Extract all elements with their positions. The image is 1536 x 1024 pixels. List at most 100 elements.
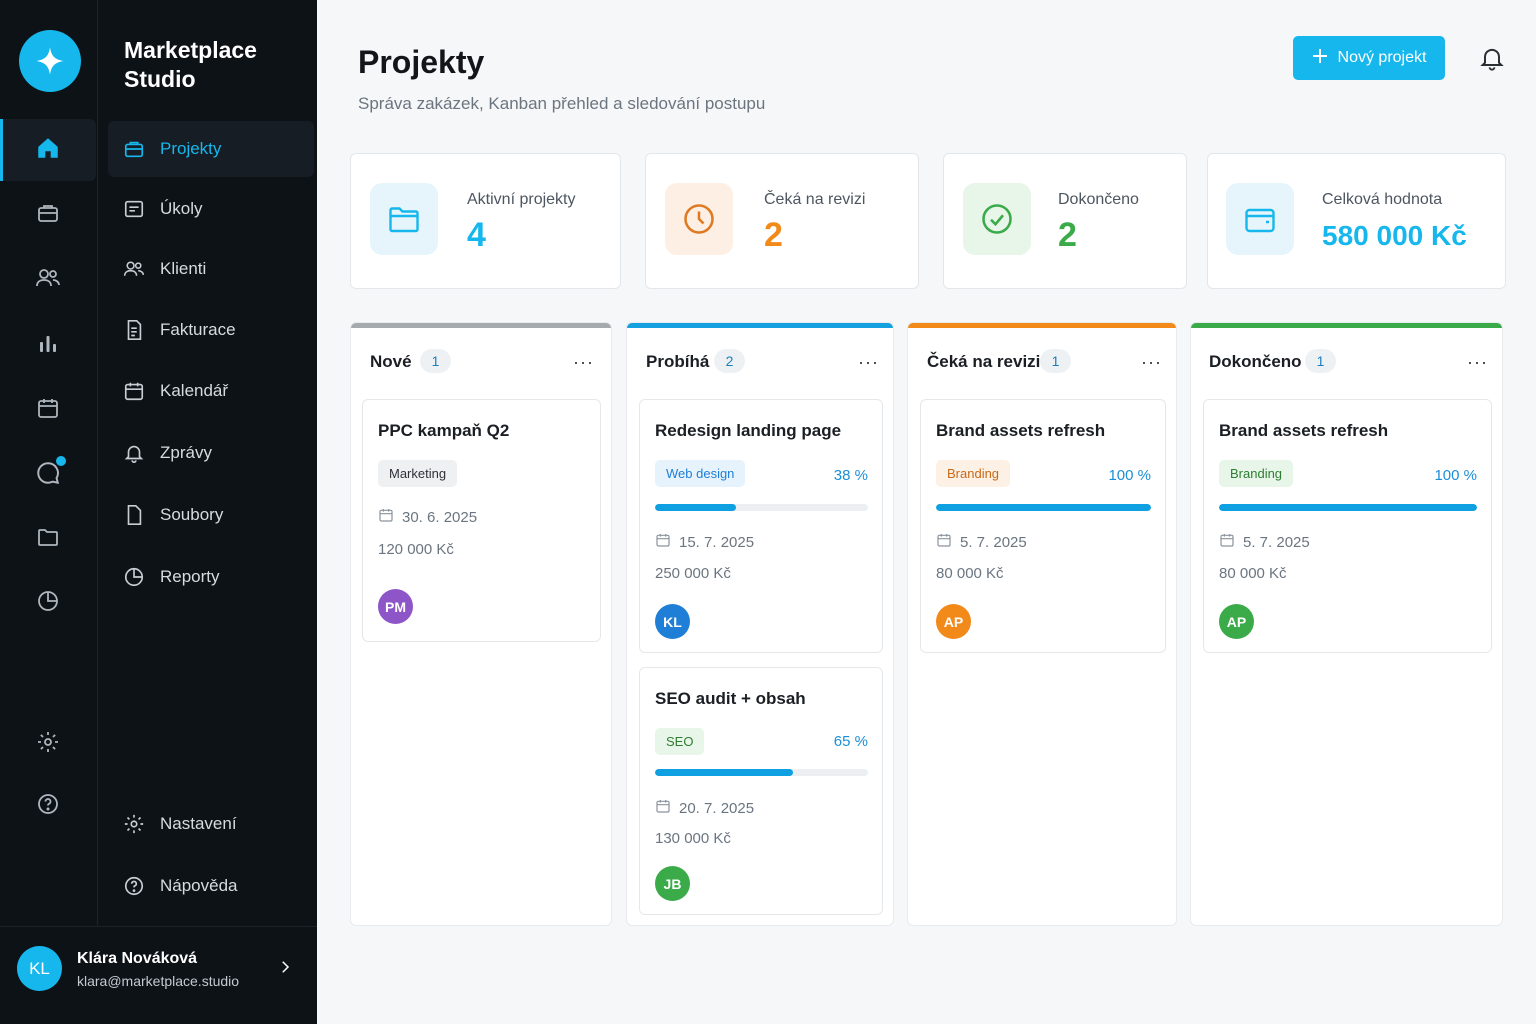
rail-folder-button[interactable]: [0, 508, 96, 570]
rail-briefcase-button[interactable]: [0, 184, 96, 246]
column-count-badge: 1: [1305, 349, 1336, 373]
nav-label: Klienti: [160, 259, 207, 278]
stat-card-done: Dokončeno 2: [943, 153, 1187, 289]
more-options-icon[interactable]: ···: [858, 352, 879, 372]
column-color-bar: [1191, 323, 1502, 328]
user-profile[interactable]: KL Klára Nováková klara@marketplace.stud…: [0, 926, 317, 1024]
rail-help-button[interactable]: [0, 775, 96, 837]
column-count-badge: 1: [1040, 349, 1071, 373]
column-title: Nové: [370, 352, 412, 371]
brand-name: Marketplace Studio: [124, 36, 257, 94]
card-progress-percent: 38 %: [833, 467, 868, 484]
brand-line-2: Studio: [124, 66, 196, 92]
stat-value: 580 000 Kč: [1322, 220, 1467, 251]
invoice-icon: [123, 319, 145, 341]
bar-chart-icon: [36, 331, 60, 360]
avatar: AP: [936, 604, 971, 639]
nav-item-napoveda[interactable]: Nápověda: [108, 858, 314, 914]
card-title: PPC kampaň Q2: [378, 421, 510, 440]
project-card[interactable]: Brand assets refresh Branding 100 % 5. 7…: [920, 399, 1166, 653]
card-tag: Web design: [655, 460, 746, 487]
kanban-column-probiha: Probíhá 2 ··· Redesign landing page Web …: [626, 322, 894, 926]
rail-home-button[interactable]: [0, 119, 96, 181]
rail-users-button[interactable]: [0, 249, 96, 311]
card-price: 80 000 Kč: [1219, 565, 1287, 582]
project-card[interactable]: SEO audit + obsah SEO 65 % 20. 7. 2025 1…: [639, 667, 883, 915]
rail-chat-button[interactable]: [0, 444, 96, 506]
nav-label: Nápověda: [160, 876, 238, 895]
card-tag: SEO: [655, 728, 705, 755]
stat-card-active: Aktivní projekty 4: [350, 153, 621, 289]
nav-item-nastaveni[interactable]: Nastavení: [108, 796, 314, 852]
card-tag: Branding: [1219, 460, 1294, 487]
stat-value: 2: [1058, 216, 1077, 254]
brand-line-1: Marketplace: [124, 37, 257, 63]
card-progress-percent: 100 %: [1108, 467, 1151, 484]
rail-reports-button[interactable]: [0, 572, 96, 634]
kanban-column-ceka-na-revizi: Čeká na revizi 1 ··· Brand assets refres…: [907, 322, 1177, 926]
card-date: 30. 6. 2025: [378, 507, 477, 527]
nav-label: Reporty: [160, 567, 220, 586]
new-project-button[interactable]: Nový projekt: [1293, 36, 1445, 80]
nav-label: Zprávy: [160, 443, 212, 462]
card-title: Brand assets refresh: [1219, 421, 1389, 440]
stat-value: 4: [467, 216, 486, 254]
project-card[interactable]: PPC kampaň Q2 Marketing 30. 6. 2025 120 …: [362, 399, 601, 642]
nav-item-soubory[interactable]: Soubory: [108, 487, 314, 543]
stat-value: 2: [764, 216, 783, 254]
project-card[interactable]: Brand assets refresh Branding 100 % 5. 7…: [1203, 399, 1492, 653]
calendar-icon: [936, 532, 952, 552]
users-icon: [35, 266, 61, 295]
card-price: 250 000 Kč: [655, 565, 731, 582]
nav-item-zpravy[interactable]: Zprávy: [108, 425, 314, 481]
progress-fill: [655, 504, 736, 511]
nav-item-reporty[interactable]: Reporty: [108, 549, 314, 605]
calendar-icon: [36, 396, 60, 425]
column-title: Probíhá: [646, 352, 710, 371]
calendar-icon: [378, 507, 394, 527]
chevron-right-icon[interactable]: [276, 958, 294, 981]
nav-item-ukoly[interactable]: Úkoly: [108, 181, 314, 237]
stat-label: Aktivní projekty: [467, 191, 576, 208]
notification-dot: [56, 456, 66, 466]
nav-item-projekty[interactable]: Projekty: [108, 121, 314, 177]
column-count-badge: 1: [420, 349, 451, 373]
nav-label: Kalendář: [160, 381, 229, 400]
page-subtitle: Správa zakázek, Kanban přehled a sledová…: [358, 94, 766, 113]
calendar-icon: [655, 532, 671, 552]
avatar: KL: [17, 946, 62, 991]
nav-item-fakturace[interactable]: Fakturace: [108, 302, 314, 358]
card-date-text: 20. 7. 2025: [679, 799, 755, 817]
plus-icon: [1312, 48, 1328, 69]
rail-settings-button[interactable]: [0, 713, 96, 775]
user-name: Klára Nováková: [77, 950, 198, 967]
more-options-icon[interactable]: ···: [573, 352, 594, 372]
avatar: JB: [655, 866, 690, 901]
stat-card-review: Čeká na revizi 2: [645, 153, 919, 289]
nav-item-klienti[interactable]: Klienti: [108, 241, 314, 297]
card-date: 20. 7. 2025: [655, 798, 754, 818]
project-card[interactable]: Redesign landing page Web design 38 % 15…: [639, 399, 883, 653]
nav-label: Úkoly: [160, 199, 203, 218]
help-icon: [36, 792, 60, 821]
stat-label: Dokončeno: [1058, 191, 1139, 208]
gear-icon: [123, 813, 145, 835]
logo-sparkle-icon[interactable]: [19, 30, 81, 92]
card-price: 120 000 Kč: [378, 541, 454, 558]
rail-stats-button[interactable]: [0, 314, 96, 376]
clock-icon: [665, 183, 733, 255]
nav-item-kalendar[interactable]: Kalendář: [108, 363, 314, 419]
pie-chart-icon: [123, 566, 145, 588]
calendar-icon: [655, 798, 671, 818]
more-options-icon[interactable]: ···: [1467, 352, 1488, 372]
card-title: Brand assets refresh: [936, 421, 1106, 440]
more-options-icon[interactable]: ···: [1141, 352, 1162, 372]
briefcase-icon: [36, 201, 60, 230]
gear-icon: [36, 730, 60, 759]
folder-icon: [370, 183, 438, 255]
avatar: AP: [1219, 604, 1254, 639]
rail-calendar-button[interactable]: [0, 379, 96, 441]
kanban-column-nove: Nové 1 ··· PPC kampaň Q2 Marketing 30. 6…: [350, 322, 612, 926]
notifications-bell-icon[interactable]: [1478, 44, 1506, 77]
users-icon: [123, 258, 145, 280]
